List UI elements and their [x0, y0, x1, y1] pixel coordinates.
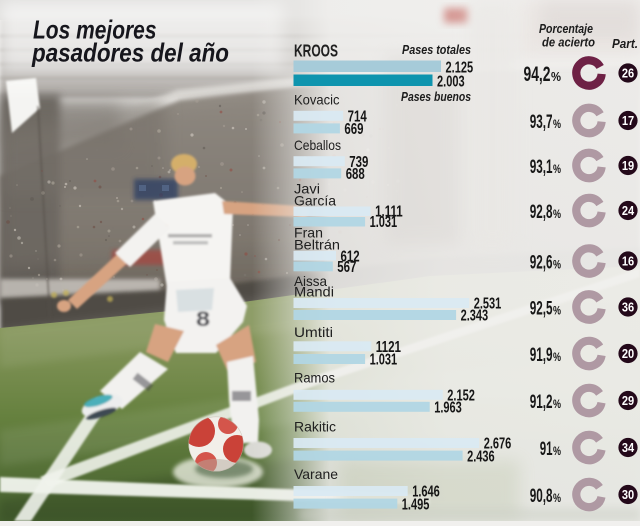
svg-text:92,5: 92,5 — [530, 299, 553, 320]
svg-text:1.646: 1.646 — [412, 484, 440, 501]
svg-text:%: % — [553, 491, 561, 505]
svg-text:16: 16 — [622, 253, 634, 268]
svg-text:612: 612 — [341, 248, 360, 265]
svg-text:19: 19 — [622, 158, 634, 173]
svg-text:KROOS: KROOS — [294, 41, 338, 61]
svg-text:1.031: 1.031 — [370, 214, 398, 231]
svg-text:García: García — [294, 193, 336, 209]
svg-text:739: 739 — [349, 154, 368, 171]
svg-text:30: 30 — [622, 487, 634, 502]
svg-text:%: % — [551, 69, 561, 84]
svg-text:pasadores del año: pasadores del año — [31, 38, 229, 68]
svg-text:2.125: 2.125 — [446, 60, 474, 77]
svg-text:90,8: 90,8 — [530, 486, 553, 507]
svg-text:567: 567 — [337, 259, 356, 276]
svg-text:%: % — [553, 397, 561, 411]
svg-text:17: 17 — [622, 113, 634, 128]
svg-text:26: 26 — [622, 65, 634, 80]
svg-text:2.676: 2.676 — [484, 436, 512, 453]
svg-text:Kovacic: Kovacic — [294, 92, 340, 108]
svg-text:20: 20 — [622, 346, 634, 361]
svg-text:Rakitic: Rakitic — [294, 419, 336, 435]
svg-text:2.436: 2.436 — [467, 448, 495, 465]
svg-text:29: 29 — [622, 393, 634, 408]
svg-text:2.531: 2.531 — [474, 296, 502, 313]
svg-text:91,9: 91,9 — [530, 345, 553, 366]
svg-text:Pases buenos: Pases buenos — [401, 89, 471, 104]
svg-text:688: 688 — [346, 166, 365, 183]
svg-text:%: % — [553, 304, 561, 318]
svg-text:Aissa: Aissa — [294, 273, 327, 289]
svg-text:Porcentaje: Porcentaje — [539, 21, 593, 36]
svg-text:1.111: 1.111 — [375, 204, 403, 221]
svg-text:%: % — [553, 207, 561, 221]
svg-text:92,6: 92,6 — [530, 253, 553, 274]
svg-text:Fran: Fran — [294, 224, 323, 240]
svg-text:36: 36 — [622, 299, 634, 314]
svg-text:93,1: 93,1 — [530, 157, 553, 178]
svg-text:Ceballos: Ceballos — [294, 137, 341, 153]
svg-text:1.963: 1.963 — [434, 400, 462, 417]
svg-text:%: % — [553, 258, 561, 272]
svg-text:Umtiti: Umtiti — [294, 324, 333, 340]
svg-text:2.152: 2.152 — [447, 388, 475, 405]
svg-text:2.003: 2.003 — [437, 74, 465, 91]
svg-text:93,7: 93,7 — [530, 112, 553, 133]
svg-text:de acierto: de acierto — [542, 35, 595, 50]
svg-text:1121: 1121 — [376, 339, 401, 356]
svg-text:%: % — [553, 444, 561, 458]
svg-text:%: % — [553, 162, 561, 176]
svg-text:%: % — [553, 350, 561, 364]
svg-text:Pases totales: Pases totales — [402, 42, 471, 57]
svg-text:714: 714 — [348, 109, 367, 126]
svg-text:Part.: Part. — [612, 36, 638, 51]
svg-text:91: 91 — [540, 439, 553, 460]
svg-text:92,8: 92,8 — [530, 202, 553, 223]
svg-text:94,2: 94,2 — [524, 63, 551, 86]
svg-text:Varane: Varane — [294, 466, 338, 482]
svg-text:24: 24 — [622, 203, 635, 218]
svg-text:669: 669 — [344, 121, 363, 138]
svg-text:Los mejores: Los mejores — [33, 15, 157, 45]
svg-text:Beltrán: Beltrán — [294, 236, 340, 252]
svg-text:1.495: 1.495 — [402, 496, 430, 513]
svg-text:34: 34 — [622, 440, 635, 455]
svg-text:Mandi: Mandi — [294, 283, 334, 299]
svg-text:Javi: Javi — [294, 181, 320, 197]
svg-text:8: 8 — [196, 308, 210, 331]
svg-text:91,2: 91,2 — [530, 392, 553, 413]
svg-text:%: % — [553, 117, 561, 131]
svg-text:2.343: 2.343 — [461, 308, 489, 325]
svg-text:Ramos: Ramos — [294, 369, 335, 385]
svg-text:1.031: 1.031 — [370, 352, 398, 369]
